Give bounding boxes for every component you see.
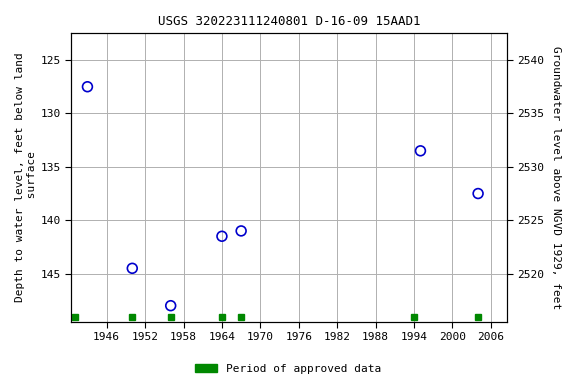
- Y-axis label: Groundwater level above NGVD 1929, feet: Groundwater level above NGVD 1929, feet: [551, 46, 561, 309]
- Point: [473, 190, 483, 197]
- Legend: Period of approved data: Period of approved data: [191, 359, 385, 379]
- Point: [416, 148, 425, 154]
- Title: USGS 320223111240801 D-16-09 15AAD1: USGS 320223111240801 D-16-09 15AAD1: [158, 15, 420, 28]
- Point: [237, 228, 246, 234]
- Point: [217, 233, 226, 239]
- Point: [83, 84, 92, 90]
- Point: [166, 303, 175, 309]
- Y-axis label: Depth to water level, feet below land
 surface: Depth to water level, feet below land su…: [15, 53, 37, 302]
- Point: [128, 265, 137, 271]
